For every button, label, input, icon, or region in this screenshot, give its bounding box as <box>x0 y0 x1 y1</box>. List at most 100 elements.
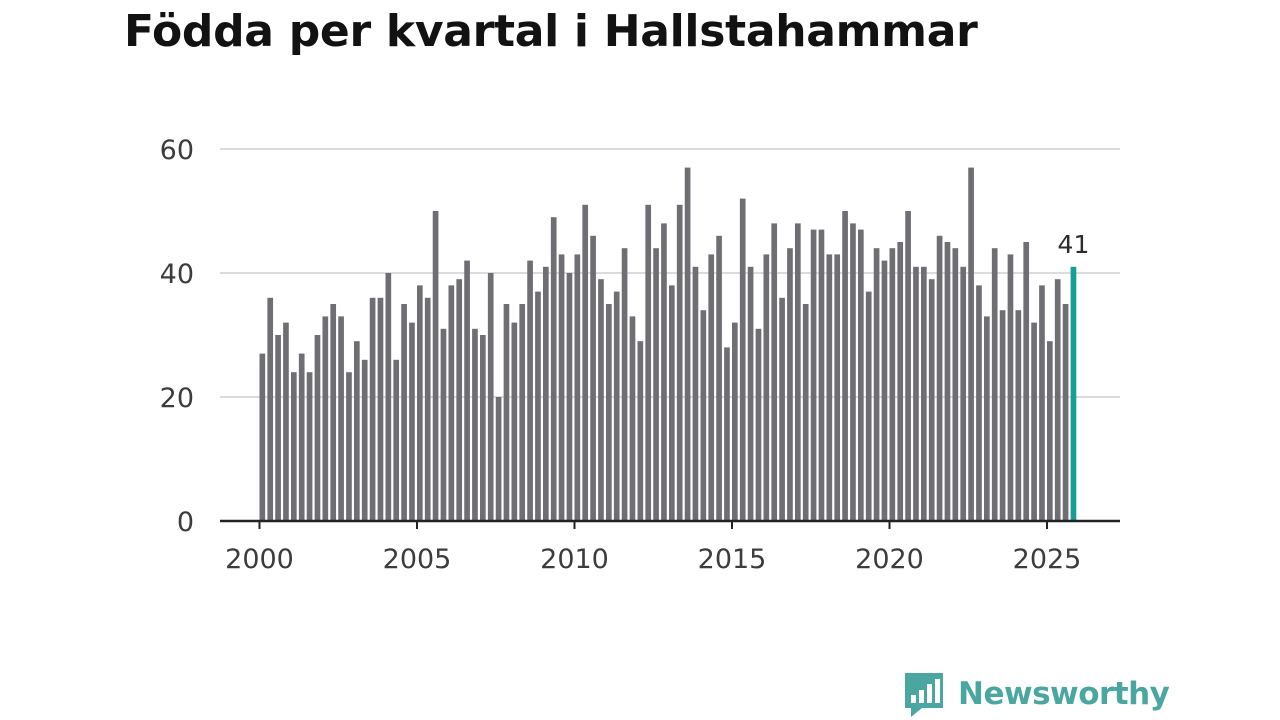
bar <box>905 211 911 521</box>
bar <box>259 353 266 521</box>
bar <box>1039 285 1045 521</box>
bar <box>480 335 486 521</box>
y-axis-ticks: 0 20 40 60 <box>160 135 194 538</box>
bar <box>472 328 478 521</box>
y-tick-label: 20 <box>160 383 194 414</box>
bar <box>369 297 376 521</box>
bar <box>424 297 431 521</box>
newsworthy-logo: Newsworthy <box>902 670 1170 718</box>
bar <box>393 359 400 521</box>
bar <box>503 304 510 521</box>
bar <box>826 254 833 521</box>
bar <box>338 316 344 521</box>
bar <box>960 266 967 521</box>
bar <box>456 279 463 521</box>
bar <box>1015 310 1022 521</box>
bar <box>952 248 959 521</box>
bar-latest <box>1070 266 1077 521</box>
bar <box>621 248 628 521</box>
bar <box>692 266 699 521</box>
bar <box>834 254 841 521</box>
chart-title: Födda per kvartal i Hallstahammar <box>124 6 978 57</box>
bar <box>535 291 541 521</box>
y-tick-label: 40 <box>160 259 194 290</box>
bar <box>574 254 581 521</box>
bar <box>865 291 872 521</box>
bar <box>629 316 636 521</box>
x-tick-label: 2015 <box>698 544 767 575</box>
bar <box>495 397 502 521</box>
bar <box>1062 304 1069 521</box>
bar <box>1054 279 1061 521</box>
bar <box>708 254 715 521</box>
bar <box>298 353 305 521</box>
bar <box>1023 242 1030 521</box>
x-tick-label: 2000 <box>225 544 294 575</box>
bar <box>676 204 683 522</box>
bar <box>653 248 659 521</box>
bar <box>417 285 423 521</box>
bar <box>613 291 620 521</box>
bar <box>881 260 888 521</box>
bar <box>999 310 1006 521</box>
bar <box>716 235 722 522</box>
bar <box>598 279 604 521</box>
bar <box>684 167 691 521</box>
bar <box>385 273 392 521</box>
bar <box>984 316 990 521</box>
bar <box>432 211 439 521</box>
bar <box>275 335 281 521</box>
bar <box>267 297 274 521</box>
x-tick-label: 2020 <box>855 544 924 575</box>
bar <box>818 229 825 521</box>
bar <box>700 310 707 521</box>
bar <box>724 347 730 521</box>
bar <box>527 260 533 521</box>
bar <box>322 316 329 521</box>
bar <box>361 359 368 521</box>
bar <box>739 198 746 521</box>
bar <box>991 248 998 521</box>
bar <box>747 266 754 521</box>
bar <box>283 322 289 521</box>
bar <box>842 211 848 521</box>
bar <box>590 235 596 522</box>
bar <box>795 223 801 521</box>
bar <box>582 204 589 522</box>
bar <box>787 248 793 521</box>
x-tick-label: 2005 <box>383 544 452 575</box>
bar <box>802 304 809 521</box>
bar <box>850 223 856 521</box>
bar <box>401 304 407 521</box>
bar <box>519 304 526 521</box>
bar <box>661 223 667 521</box>
bar <box>606 304 612 521</box>
bar <box>763 254 770 521</box>
bar <box>771 223 778 521</box>
bar <box>645 204 652 522</box>
x-tick-label: 2025 <box>1013 544 1082 575</box>
bar <box>936 235 943 522</box>
bar <box>944 242 951 521</box>
bar <box>1031 322 1037 521</box>
bar <box>873 248 880 521</box>
bar <box>558 254 565 521</box>
bar <box>306 372 313 521</box>
bar <box>377 297 384 521</box>
bar <box>566 273 573 521</box>
bar <box>354 341 360 521</box>
bar <box>637 341 644 521</box>
bar <box>511 322 518 521</box>
bar <box>858 229 864 521</box>
bar <box>330 304 337 521</box>
bar <box>732 322 738 521</box>
bar <box>928 279 935 521</box>
x-axis-ticks: 2000 2005 2010 2015 2020 2025 <box>225 521 1081 575</box>
y-tick-label: 0 <box>177 507 194 538</box>
brand-name: Newsworthy <box>958 676 1170 712</box>
latest-value-label: 41 <box>1058 230 1090 259</box>
newsworthy-logo-icon <box>905 673 943 717</box>
bar <box>314 335 321 521</box>
bar <box>448 285 455 521</box>
